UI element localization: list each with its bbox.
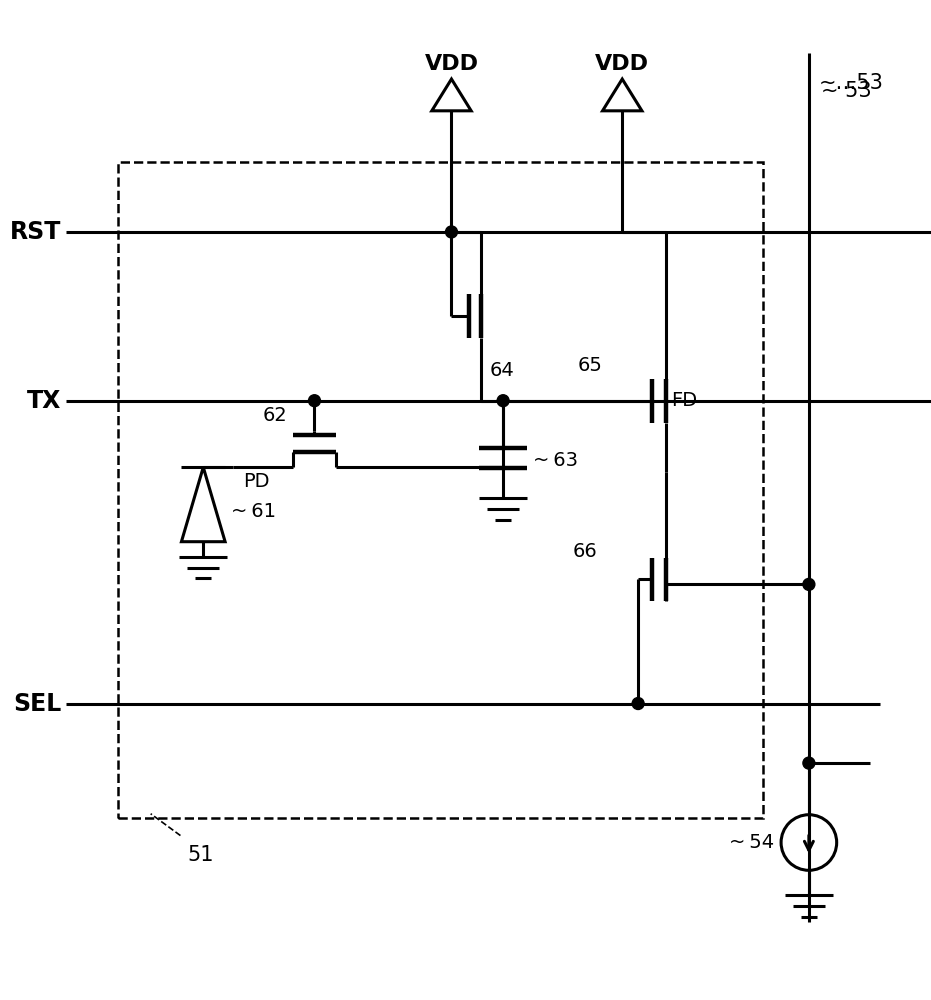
Text: PD: PD — [243, 472, 269, 491]
Text: 65: 65 — [577, 356, 602, 375]
Text: RST: RST — [10, 220, 61, 244]
Text: VDD: VDD — [425, 54, 479, 74]
Text: ~ 61: ~ 61 — [231, 502, 277, 521]
Text: FD: FD — [671, 391, 697, 410]
Text: 51: 51 — [187, 845, 213, 865]
Circle shape — [632, 698, 644, 709]
Text: ~ 53: ~ 53 — [821, 81, 871, 101]
Text: TX: TX — [27, 389, 61, 413]
Circle shape — [446, 226, 457, 238]
Circle shape — [497, 395, 509, 407]
Bar — [118, 162, 763, 818]
Text: 64: 64 — [489, 361, 514, 380]
Text: ~ 54: ~ 54 — [729, 833, 775, 852]
Circle shape — [803, 578, 815, 590]
Text: ~…53: ~…53 — [818, 73, 884, 93]
Text: VDD: VDD — [595, 54, 649, 74]
Text: 66: 66 — [573, 542, 598, 561]
Text: SEL: SEL — [13, 692, 61, 716]
Text: 62: 62 — [263, 406, 288, 425]
Circle shape — [803, 757, 815, 769]
Text: ~ 63: ~ 63 — [533, 451, 578, 470]
Circle shape — [308, 395, 320, 407]
